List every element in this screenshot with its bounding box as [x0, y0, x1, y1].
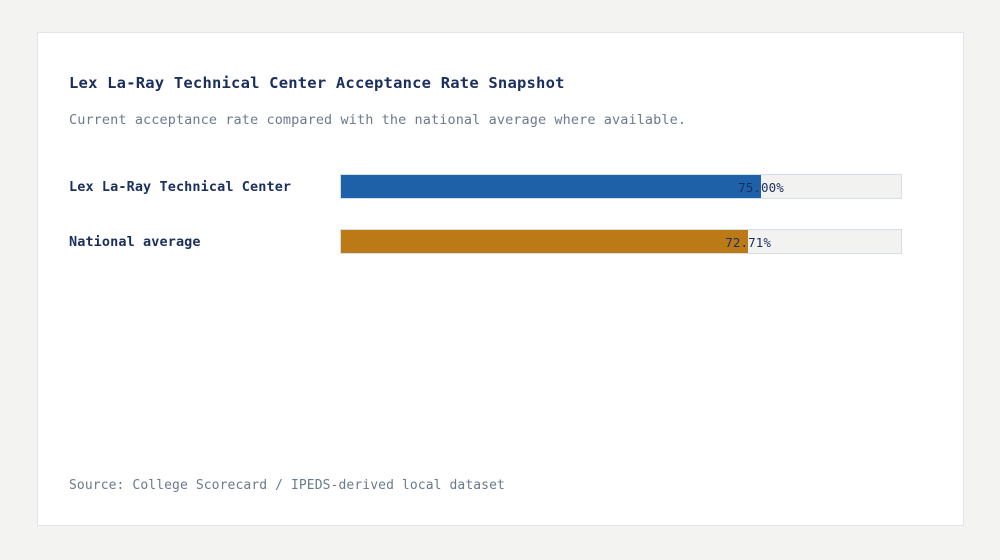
- bar-fill: [341, 230, 749, 253]
- bar-label: National average: [69, 234, 201, 250]
- bar-row: Lex La-Ray Technical Center 75.00%: [38, 170, 963, 225]
- bar-value-label: 72.71%: [725, 235, 772, 250]
- chart-card: Lex La-Ray Technical Center Acceptance R…: [37, 32, 964, 526]
- bar-chart: Lex La-Ray Technical Center 75.00% Natio…: [38, 170, 963, 280]
- bar-fill: [341, 175, 761, 198]
- chart-subtitle: Current acceptance rate compared with th…: [69, 112, 687, 128]
- page-title: Lex La-Ray Technical Center Acceptance R…: [69, 74, 565, 92]
- bar-label: Lex La-Ray Technical Center: [69, 179, 292, 195]
- bar-value-label: 75.00%: [738, 180, 784, 195]
- bar-row: National average 72.71%: [38, 225, 963, 280]
- source-note: Source: College Scorecard / IPEDS-derive…: [69, 478, 505, 493]
- bar-track: 75.00%: [340, 174, 902, 199]
- bar-track: 72.71%: [340, 229, 902, 254]
